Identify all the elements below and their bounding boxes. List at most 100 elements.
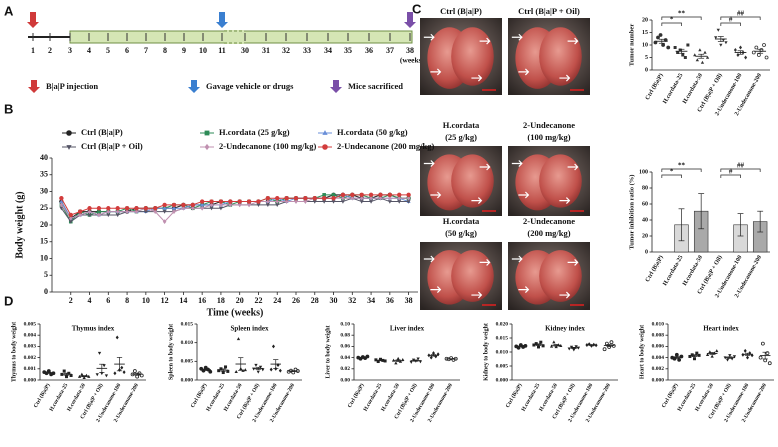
timeline-legend-label: Mice sacrificed (348, 81, 403, 91)
y-tick-label: 0.02 (340, 366, 350, 372)
marker (237, 199, 242, 204)
x-tick-label: 18 (217, 296, 225, 305)
marker (341, 195, 345, 201)
marker (115, 335, 119, 340)
marker (97, 212, 101, 218)
marker (764, 55, 769, 60)
marker (294, 199, 298, 204)
marker (59, 195, 64, 201)
significance-label: * (670, 16, 674, 24)
panel-letter: A (4, 3, 14, 18)
marker (68, 220, 73, 224)
y-tick-label: 0.04 (340, 355, 350, 361)
timeline-week: 1 (31, 46, 35, 55)
photo-label: (200 mg/kg) (527, 228, 570, 238)
marker (104, 374, 109, 378)
chart-title: Spleen index (231, 325, 269, 333)
timeline-week: 11 (218, 46, 226, 55)
panel-letter: C (412, 1, 422, 16)
marker (754, 45, 759, 50)
legend-marker (204, 130, 210, 136)
y-tick-label: 0.004 (24, 332, 37, 338)
y-tick-label: 0.000 (496, 377, 509, 383)
marker (218, 199, 224, 204)
marker (416, 357, 420, 361)
timeline-week: 36 (365, 46, 373, 55)
marker (69, 374, 73, 378)
marker (322, 200, 327, 204)
marker (226, 369, 230, 373)
marker (383, 359, 387, 363)
y-tick-label: 0.020 (496, 321, 509, 327)
marker (676, 51, 680, 54)
marker (256, 370, 260, 374)
significance-bracket (661, 16, 702, 20)
photo-arrow (430, 68, 442, 76)
marker (97, 209, 101, 214)
marker (162, 202, 167, 208)
marker (247, 202, 251, 208)
marker (725, 358, 730, 362)
lung-lobe (451, 250, 494, 302)
photo-arrow (471, 74, 483, 82)
y-axis-label: Kidney to body weight (483, 323, 489, 381)
marker (374, 358, 378, 362)
marker (115, 213, 120, 218)
marker (87, 206, 92, 211)
legend-label: H.cordata (50 g/kg) (337, 127, 408, 137)
legend-marker (204, 143, 210, 151)
x-tick-label: 6 (106, 296, 110, 305)
marker (716, 28, 720, 32)
y-tick-label: 20 (642, 233, 648, 239)
marker (537, 345, 540, 349)
marker (552, 340, 556, 344)
timeline-week: 30 (241, 46, 249, 55)
marker (397, 192, 402, 198)
marker (153, 206, 158, 211)
x-tick-label: 34 (367, 296, 375, 305)
marker (200, 205, 204, 211)
marker (378, 195, 383, 201)
marker (77, 209, 83, 214)
marker (705, 55, 710, 59)
marker (396, 356, 400, 360)
y-tick-label: 0.000 (652, 377, 665, 383)
marker (673, 46, 677, 49)
marker (125, 209, 129, 214)
marker (388, 195, 392, 201)
marker (656, 35, 660, 40)
marker (261, 368, 265, 372)
marker (115, 206, 120, 211)
timeline-week: 35 (344, 46, 352, 55)
photo-arrow (479, 163, 491, 171)
arrow-icon (28, 80, 40, 93)
marker (80, 372, 84, 376)
y-tick-label: 0.010 (496, 349, 509, 355)
timeline-week: 9 (182, 46, 186, 55)
marker (658, 33, 663, 37)
marker (379, 357, 382, 361)
marker (763, 358, 768, 363)
marker (190, 202, 195, 208)
photo-label: H.cordata (443, 216, 480, 226)
marker (376, 360, 380, 364)
legend-marker (66, 145, 72, 150)
marker (756, 53, 761, 57)
significance-label: ## (737, 10, 745, 18)
significance-bracket (661, 22, 682, 26)
chart-title: Liver index (390, 325, 425, 333)
marker (686, 43, 690, 47)
y-axis-label: Tumor inhibition ratio (%) (628, 175, 635, 250)
marker (221, 371, 225, 375)
marker (602, 347, 607, 352)
marker (122, 370, 126, 375)
timeline-week: 5 (106, 46, 110, 55)
y-tick-label: 0.002 (24, 355, 37, 361)
marker (243, 368, 247, 372)
marker (208, 369, 213, 374)
marker (97, 351, 102, 355)
marker (678, 48, 682, 52)
timeline-week: 7 (144, 46, 148, 55)
